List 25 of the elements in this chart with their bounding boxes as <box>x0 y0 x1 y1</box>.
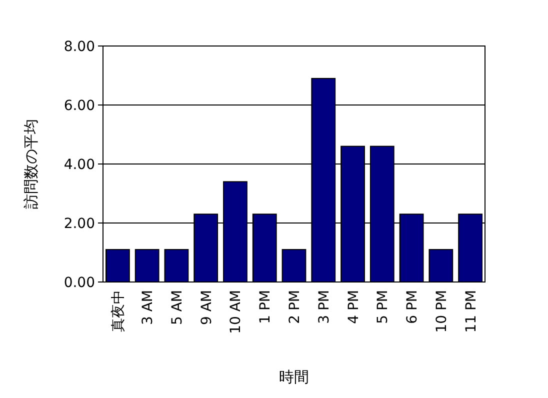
x-tick-label: 11 PM <box>463 290 480 333</box>
x-tick-label: 真夜中 <box>110 290 127 332</box>
x-tick-label: 6 PM <box>404 290 421 324</box>
y-tick-label: 2.00 <box>64 216 95 232</box>
x-tick-label: 4 PM <box>346 290 362 324</box>
y-axis-title: 訪問数の平均 <box>22 119 40 209</box>
bar <box>106 249 130 282</box>
bar <box>134 249 160 282</box>
y-tick-label: 4.00 <box>64 157 95 173</box>
x-tick-label: 10 AM <box>228 290 244 334</box>
x-axis-title: 時間 <box>279 368 309 386</box>
y-tick-label: 6.00 <box>64 98 95 114</box>
bar <box>282 249 306 282</box>
x-tick-label: 5 PM <box>375 290 392 324</box>
x-tick-label: 3 PM <box>316 290 332 324</box>
y-tick-label: 8.00 <box>64 39 95 55</box>
x-tick-label: 1 PM <box>258 290 274 324</box>
bar <box>164 249 189 282</box>
x-tick-label: 5 AM <box>169 290 186 326</box>
x-tick-label: 10 PM <box>434 290 450 333</box>
bar <box>428 249 454 282</box>
x-tick-label: 9 AM <box>198 290 215 326</box>
y-tick-label: 0.00 <box>64 275 95 291</box>
x-tick-label: 2 PM <box>287 290 303 324</box>
x-tick-label: 3 AM <box>140 290 156 326</box>
